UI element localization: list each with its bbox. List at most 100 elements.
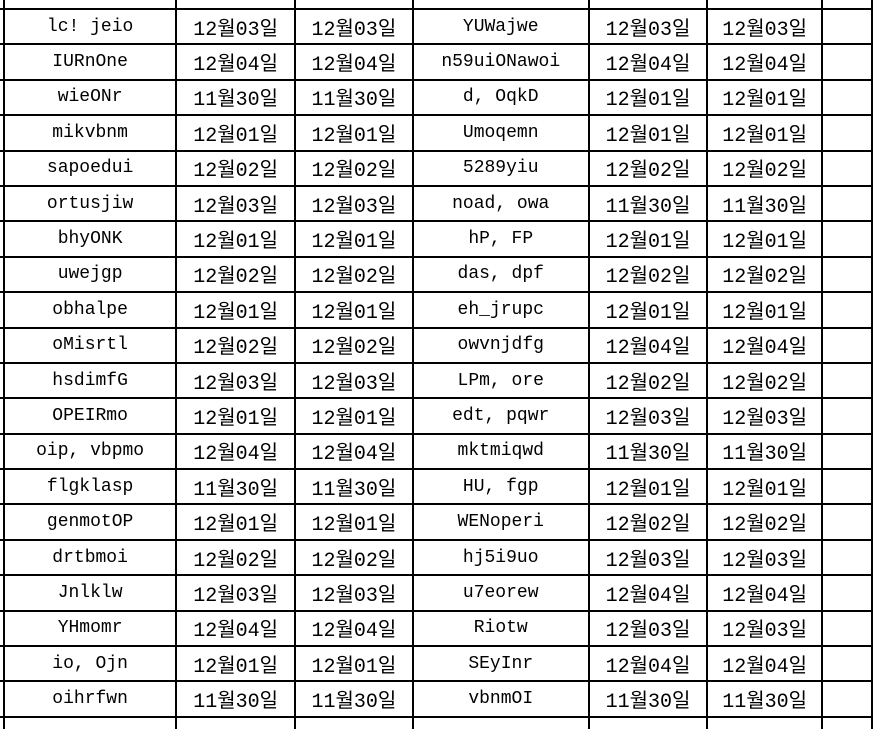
date-cell: 11월30일 <box>587 432 709 471</box>
label-cell: OPEIRmo <box>3 397 178 435</box>
date-cell: 12월03일 <box>175 574 297 612</box>
date-cell: 12월01일 <box>175 645 297 683</box>
date-cell: 12월03일 <box>706 538 824 577</box>
clipped-pad-cell <box>0 255 6 294</box>
clipped-pad-cell <box>0 43 6 81</box>
label-cell: sapoedui <box>3 149 178 187</box>
date-cell: 12월02일 <box>587 255 709 294</box>
label-cell: mikvbnm <box>3 114 178 152</box>
label-cell: Jnlklw <box>3 574 178 612</box>
clipped-pad-cell <box>821 0 873 10</box>
clipped-pad-cell <box>821 538 873 577</box>
table-row: oMisrtl 12월02일 12월02일 owvnjdfg 12월04일 12월04일 <box>0 326 873 364</box>
date-cell: 12월04일 <box>294 43 414 81</box>
date-cell: 12월03일 <box>587 538 709 577</box>
date-cell: 12월01일 <box>706 291 824 329</box>
table-row: oihrfwn 11월30일 11월30일 vbnmOI 11월30일 11월30일 <box>0 680 873 718</box>
date-cell: 12월02일 <box>587 149 709 187</box>
label-cell: LPm, ore <box>411 361 590 400</box>
clipped-pad-cell <box>0 326 6 364</box>
date-cell: 12월01일 <box>706 220 824 258</box>
clipped-pad-cell <box>0 149 6 187</box>
label-cell: n59uiONawoi <box>411 43 590 81</box>
date-cell: 12월01일 <box>175 397 297 435</box>
label-cell: noad, owa <box>411 184 590 223</box>
label-cell: uwejgp <box>3 255 178 294</box>
clipped-pad-cell <box>821 326 873 364</box>
date-cell: 12월03일 <box>175 361 297 400</box>
label-cell: HU, fgp <box>411 468 590 506</box>
date-cell: 12월04일 <box>294 432 414 471</box>
clipped-pad-cell <box>0 574 6 612</box>
date-cell: 12월02일 <box>175 538 297 577</box>
date-cell: 12월03일 <box>294 7 414 46</box>
label-cell: owvnjdfg <box>411 326 590 364</box>
clipped-pad-cell <box>411 715 590 729</box>
table-row: IURnOne 12월04일 12월04일 n59uiONawoi 12월04일 12월0… <box>0 43 873 81</box>
date-cell: 12월03일 <box>587 7 709 46</box>
clipped-pad-cell <box>821 78 873 117</box>
table-row: wieONr 11월30일 11월30일 d, OqkD 12월01일 12월01일 <box>0 78 873 117</box>
date-cell: 12월02일 <box>294 538 414 577</box>
date-cell: 12월03일 <box>175 184 297 223</box>
date-cell: 12월02일 <box>706 503 824 541</box>
clipped-pad-cell <box>821 468 873 506</box>
date-cell: 12월01일 <box>587 220 709 258</box>
date-cell: 12월01일 <box>294 114 414 152</box>
date-cell: 12월02일 <box>294 255 414 294</box>
date-cell: 12월01일 <box>294 645 414 683</box>
clipped-pad-cell <box>821 574 873 612</box>
clipped-pad-cell <box>0 538 6 577</box>
clipped-pad-cell <box>821 7 873 46</box>
label-cell: YHmomr <box>3 609 178 648</box>
label-cell: lc! jeio <box>3 7 178 46</box>
table-row: io, Ojn 12월01일 12월01일 SEyInr 12월04일 12월04일 <box>0 645 873 683</box>
table-row: sapoedui 12월02일 12월02일 5289yiu 12월02일 12월02일 <box>0 149 873 187</box>
date-cell: 12월02일 <box>587 361 709 400</box>
table-row: genmotOP 12월01일 12월01일 WENoperi 12월02일 12월02일 <box>0 503 873 541</box>
clipped-pad-cell <box>821 291 873 329</box>
clipped-pad-cell <box>0 361 6 400</box>
label-cell: 5289yiu <box>411 149 590 187</box>
date-cell: 12월01일 <box>587 78 709 117</box>
clipped-pad-cell <box>587 0 709 10</box>
clipped-pad-cell <box>294 715 414 729</box>
clipped-pad-cell <box>821 680 873 718</box>
label-cell: bhyONK <box>3 220 178 258</box>
clipped-pad-cell <box>0 715 6 729</box>
label-cell: hsdimfG <box>3 361 178 400</box>
clipped-pad-cell <box>821 184 873 223</box>
date-cell: 12월01일 <box>706 468 824 506</box>
date-cell: 12월02일 <box>706 361 824 400</box>
clipped-pad-cell <box>0 397 6 435</box>
clipped-pad-cell <box>0 220 6 258</box>
clipped-pad-cell <box>821 114 873 152</box>
date-cell: 12월04일 <box>294 609 414 648</box>
date-cell: 12월01일 <box>175 503 297 541</box>
table-row: obhalpe 12월01일 12월01일 eh_jrupc 12월01일 12월01일 <box>0 291 873 329</box>
clipped-pad-cell <box>821 220 873 258</box>
date-cell: 12월01일 <box>587 468 709 506</box>
clipped-pad-cell <box>821 609 873 648</box>
clipped-pad-cell <box>587 715 709 729</box>
clipped-pad-cell <box>0 432 6 471</box>
label-cell: ortusjiw <box>3 184 178 223</box>
date-cell: 11월30일 <box>706 432 824 471</box>
clipped-pad-cell <box>821 432 873 471</box>
date-cell: 12월04일 <box>587 326 709 364</box>
clipped-pad-cell <box>821 255 873 294</box>
label-cell: hP, FP <box>411 220 590 258</box>
label-cell: IURnOne <box>3 43 178 81</box>
table-row: uwejgp 12월02일 12월02일 das, dpf 12월02일 12월02일 <box>0 255 873 294</box>
clipped-pad-cell <box>3 0 178 10</box>
table-row: YHmomr 12월04일 12월04일 Riotw 12월03일 12월03일 <box>0 609 873 648</box>
clipped-pad-cell <box>0 7 6 46</box>
clipped-pad-cell <box>411 0 590 10</box>
label-cell: genmotOP <box>3 503 178 541</box>
date-cell: 12월03일 <box>706 7 824 46</box>
label-cell: u7eorew <box>411 574 590 612</box>
clipped-pad-cell <box>821 645 873 683</box>
date-cell: 12월02일 <box>175 255 297 294</box>
